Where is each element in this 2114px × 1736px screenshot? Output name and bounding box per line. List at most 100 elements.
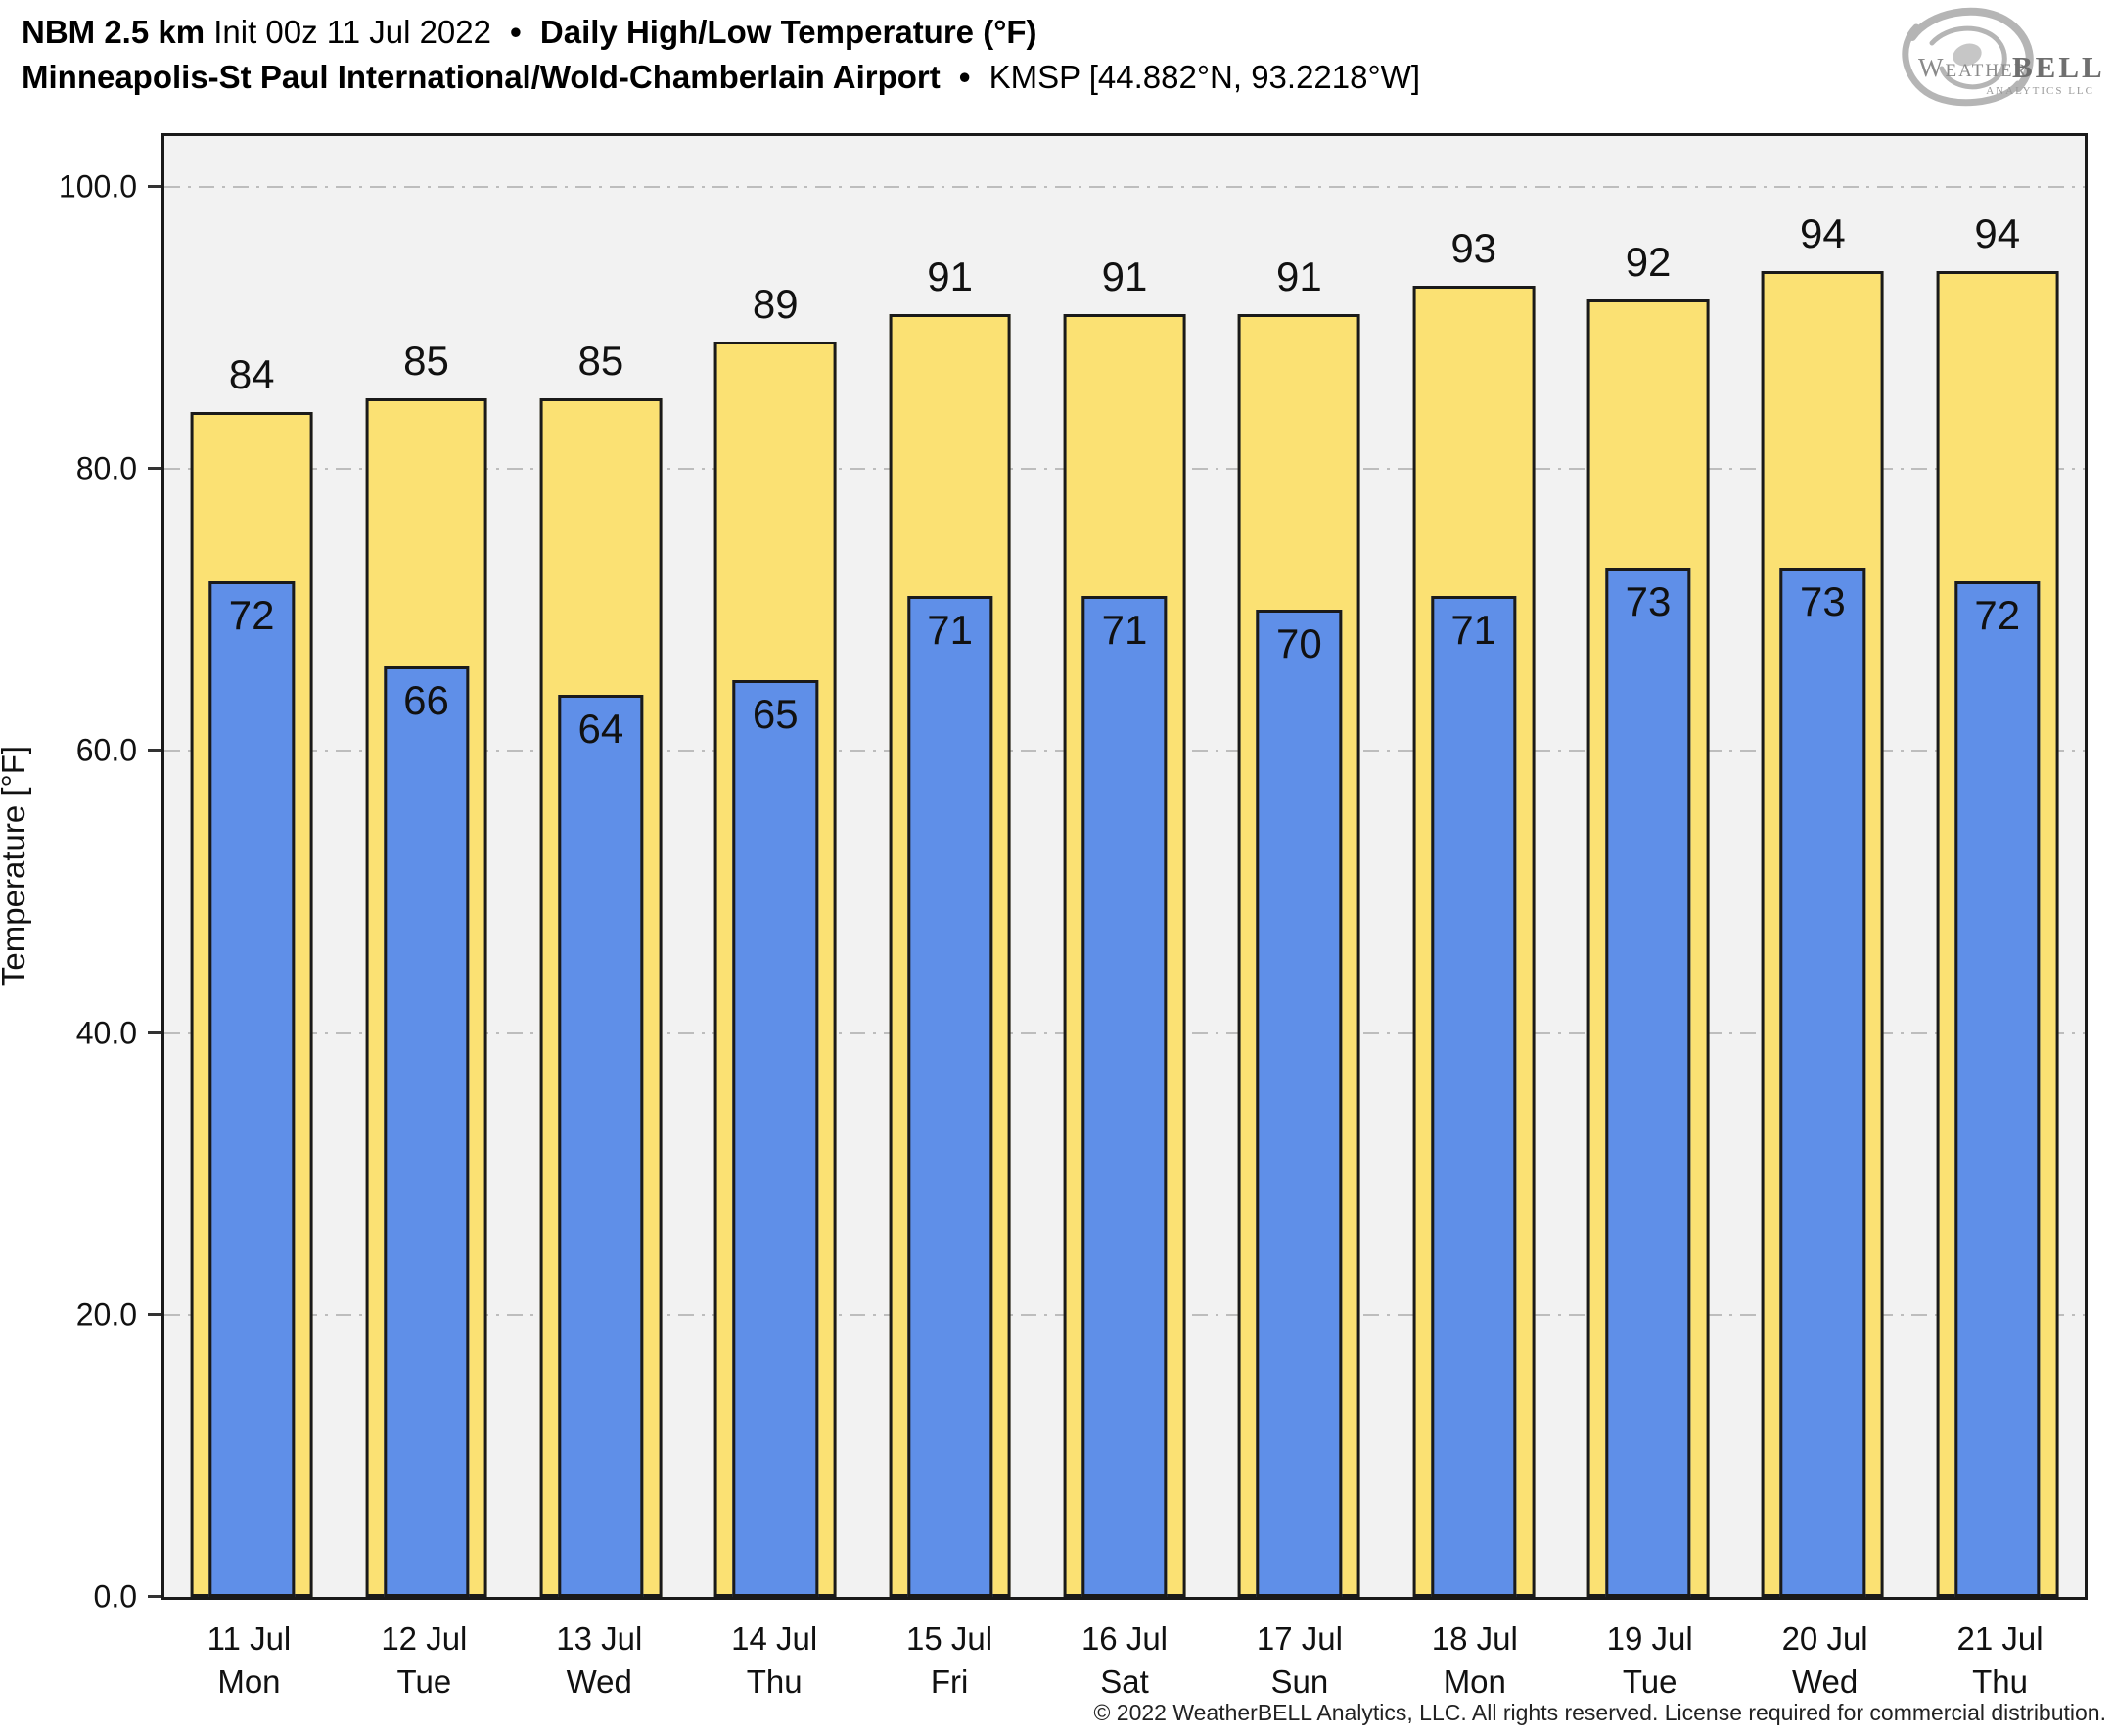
x-label-weekday: Mon [217, 1664, 281, 1700]
high-value-label: 92 [1625, 239, 1672, 286]
y-tick-label: 100.0 [58, 168, 137, 205]
high-value-label: 89 [752, 281, 799, 328]
x-label-weekday: Tue [396, 1664, 452, 1700]
low-bar: 70 [1256, 610, 1343, 1597]
bar-group-19-jul: 73 92 [1561, 136, 1735, 1597]
x-label-date: 21 Jul [1956, 1621, 2044, 1657]
low-value-label: 65 [752, 691, 799, 738]
low-bar: 71 [1081, 595, 1168, 1597]
low-bar: 73 [1605, 567, 1691, 1597]
high-value-label: 91 [1275, 252, 1322, 299]
y-tick-20 [148, 1312, 161, 1316]
separator-dot: • [510, 14, 522, 50]
low-bar: 72 [1954, 581, 2041, 1597]
y-tick-label: 0.0 [93, 1578, 137, 1615]
x-label-date: 14 Jul [731, 1621, 818, 1657]
title-line-1: NBM 2.5 km Init 00z 11 Jul 2022 • Daily … [22, 10, 1420, 55]
bars-row: 72 84 66 85 64 85 65 89 71 91 71 91 70 91 71 93 73 92 73 94… [164, 136, 2085, 1597]
title-line-2: Minneapolis-St Paul International/Wold-C… [22, 55, 1420, 100]
model-name: NBM 2.5 km [22, 14, 206, 50]
x-label-date: 12 Jul [381, 1621, 468, 1657]
low-bar: 72 [208, 581, 295, 1597]
x-label-date: 15 Jul [906, 1621, 993, 1657]
x-label-20-jul: 20 Jul Wed [1737, 1618, 1912, 1704]
logo-weather-text: Weather [1918, 53, 2028, 82]
high-value-label: 85 [403, 338, 449, 385]
low-value-label: 73 [1800, 577, 1846, 624]
low-value-label: 70 [1275, 620, 1322, 667]
y-tick-label: 80.0 [75, 450, 137, 486]
y-tick-label: 40.0 [75, 1015, 137, 1051]
high-value-label: 84 [228, 351, 275, 398]
bar-group-18-jul: 71 93 [1387, 136, 1561, 1597]
low-bar: 65 [732, 680, 818, 1597]
logo-analytics-text: Analytics LLC [1986, 85, 2094, 97]
logo-bell-text: BELL [2012, 50, 2104, 84]
x-label-16-jul: 16 Jul Sat [1037, 1618, 1213, 1704]
x-label-14-jul: 14 Jul Thu [687, 1618, 862, 1704]
bar-group-11-jul: 72 84 [164, 136, 339, 1597]
chart-header: NBM 2.5 km Init 00z 11 Jul 2022 • Daily … [22, 10, 1420, 100]
high-value-label: 94 [1974, 210, 2021, 257]
bar-group-15-jul: 71 91 [862, 136, 1036, 1597]
y-tick-100 [148, 184, 161, 188]
x-label-date: 13 Jul [556, 1621, 643, 1657]
x-label-weekday: Sun [1270, 1664, 1329, 1700]
high-value-label: 85 [577, 338, 624, 385]
bar-group-14-jul: 65 89 [688, 136, 862, 1597]
low-value-label: 72 [228, 592, 275, 639]
station-coordinates: KMSP [44.882°N, 93.2218°W] [988, 59, 1421, 95]
x-label-date: 18 Jul [1431, 1621, 1518, 1657]
bar-group-21-jul: 72 94 [1910, 136, 2085, 1597]
x-label-11-jul: 11 Jul Mon [161, 1618, 337, 1704]
bar-group-16-jul: 71 91 [1037, 136, 1212, 1597]
bar-group-13-jul: 64 85 [514, 136, 688, 1597]
y-tick-80 [148, 467, 161, 471]
low-value-label: 64 [577, 705, 624, 752]
x-label-weekday: Mon [1443, 1664, 1506, 1700]
y-tick-label: 60.0 [75, 732, 137, 768]
x-label-date: 17 Jul [1256, 1621, 1343, 1657]
plot-area: 72 84 66 85 64 85 65 89 71 91 71 91 70 91 71 93 73 92 73 94… [59, 133, 2088, 1615]
x-label-weekday: Wed [566, 1664, 632, 1700]
y-axis-title: Temperature [°F] [0, 745, 31, 987]
low-value-label: 73 [1625, 577, 1672, 624]
x-label-weekday: Fri [930, 1664, 969, 1700]
x-label-weekday: Wed [1791, 1664, 1859, 1700]
low-value-label: 72 [1974, 592, 2021, 639]
y-tick-label: 20.0 [75, 1297, 137, 1333]
x-label-19-jul: 19 Jul Tue [1562, 1618, 1737, 1704]
x-label-18-jul: 18 Jul Mon [1387, 1618, 1562, 1704]
gridline-100 [164, 185, 2085, 188]
y-tick-0 [148, 1595, 161, 1598]
high-value-label: 91 [1101, 252, 1148, 299]
low-bar: 71 [906, 595, 993, 1597]
high-value-label: 93 [1450, 224, 1497, 271]
x-label-date: 16 Jul [1080, 1621, 1169, 1657]
low-bar: 73 [1779, 567, 1866, 1597]
low-value-label: 66 [403, 676, 449, 723]
bar-group-17-jul: 70 91 [1212, 136, 1386, 1597]
hurricane-swirl-icon [1902, 7, 2034, 107]
x-label-weekday: Thu [746, 1664, 803, 1700]
x-axis-labels: 11 Jul Mon 12 Jul Tue 13 Jul Wed 14 Jul Thu 15 J… [161, 1618, 2088, 1704]
x-label-weekday: Tue [1622, 1664, 1677, 1700]
station-name: Minneapolis-St Paul International/Wold-C… [22, 59, 941, 95]
x-label-date: 20 Jul [1781, 1621, 1868, 1657]
x-label-15-jul: 15 Jul Fri [862, 1618, 1037, 1704]
x-label-21-jul: 21 Jul Thu [1912, 1618, 2088, 1704]
high-value-label: 91 [927, 252, 973, 299]
x-label-weekday: Sat [1100, 1664, 1149, 1700]
y-tick-60 [148, 749, 161, 753]
x-label-12-jul: 12 Jul Tue [337, 1618, 512, 1704]
x-label-13-jul: 13 Jul Wed [512, 1618, 687, 1704]
y-tick-40 [148, 1030, 161, 1034]
init-time: Init 00z 11 Jul 2022 [213, 14, 491, 50]
separator-dot: • [958, 59, 971, 95]
bar-group-12-jul: 66 85 [339, 136, 513, 1597]
copyright-notice: © 2022 WeatherBELL Analytics, LLC. All r… [1093, 1700, 2106, 1725]
low-value-label: 71 [927, 606, 973, 653]
weatherbell-logo: Weather BELL Analytics LLC [1902, 7, 2104, 107]
page-title: Daily High/Low Temperature (°F) [539, 14, 1037, 50]
